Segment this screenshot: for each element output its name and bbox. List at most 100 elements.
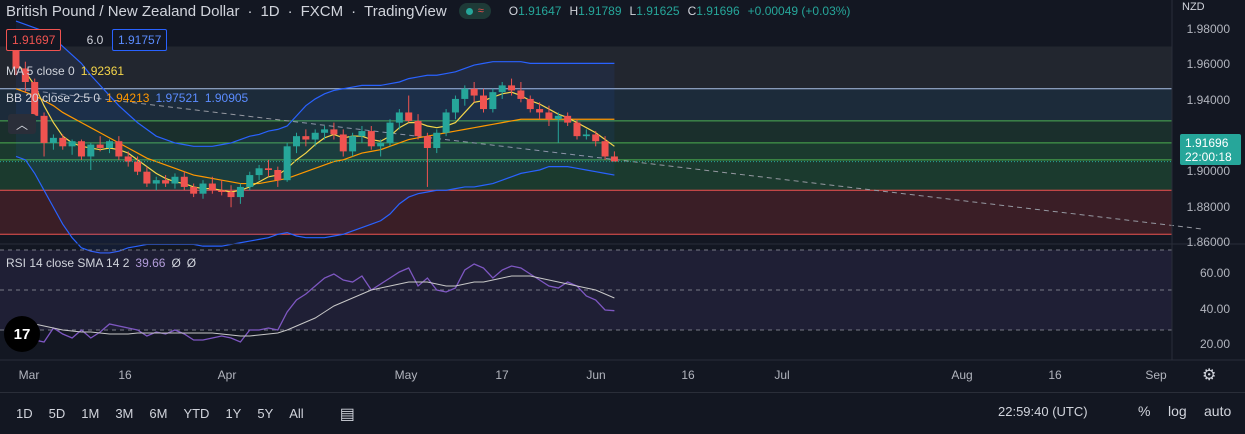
candle-body [87,144,95,157]
candle-body [218,190,226,192]
rsi-legend[interactable]: RSI 14 close SMA 14 2 39.66 Ø Ø [6,256,196,270]
price-axis-label: 1.94000 [1186,93,1230,107]
chart-canvas[interactable] [0,0,1245,392]
timeframe-ytd-button[interactable]: YTD [183,406,210,421]
candle-body [377,142,385,147]
percent-scale-button[interactable]: % [1138,403,1151,419]
candle-body [152,180,160,184]
candle-body [564,115,572,123]
bb-legend[interactable]: BB 20 close 2.5 0 1.94213 1.97521 1.9090… [6,91,248,105]
candle-body [405,112,413,121]
low-label: L [629,4,637,18]
time-axis-label: Jun [586,368,606,382]
collapse-legend-button[interactable]: ︿ [8,114,36,134]
time-axis-label: Sep [1145,368,1167,382]
close-value: 1.91696 [696,4,740,18]
rsi-extra-1: Ø [171,256,181,270]
price-zone [0,142,1172,191]
price-axis-label: 1.86000 [1186,235,1230,249]
candle-body [115,141,123,157]
time-axis-label: 16 [118,368,132,382]
candle-body [208,183,216,191]
candle-body [423,136,431,148]
current-price: 1.91696 [1185,135,1229,150]
candle-body [545,112,553,120]
platform-label: TradingView [364,2,447,20]
time-axis-label: 16 [681,368,695,382]
bb-basis-value: 1.94213 [106,91,150,105]
candle-body [96,144,104,148]
timeframe-5y-button[interactable]: 5Y [257,406,274,421]
candle-body [339,134,347,152]
high-label: H [569,4,579,18]
timeframe-1m-button[interactable]: 1M [81,406,100,421]
rsi-label: RSI 14 close SMA 14 2 [6,256,130,270]
candle-body [470,88,478,96]
time-axis-label: Mar [18,368,40,382]
timeframe-1y-button[interactable]: 1Y [225,406,242,421]
timeframe-5d-button[interactable]: 5D [48,406,66,421]
tradingview-logo-icon[interactable]: 17 [4,316,40,352]
ma-legend[interactable]: MA 5 close 0 1.92361 [6,64,124,78]
candle-body [451,98,459,113]
candle-body [190,186,198,194]
candle-body [395,112,403,123]
candle-body [592,134,600,142]
candle-body [236,186,244,198]
candle-body [367,131,375,147]
timeframe-all-button[interactable]: All [289,406,304,421]
interval-label[interactable]: 1D [260,2,280,20]
candle-body [536,109,544,113]
candle-body [283,146,291,181]
clock-timezone[interactable]: 22:59:40 (UTC) [998,404,1088,419]
timeframe-1d-button[interactable]: 1D [16,406,33,421]
candle-body [461,88,469,99]
price-zone [0,46,1172,89]
ma-value: 1.92361 [80,64,125,78]
candle-body [21,68,29,82]
date-range-calendar-icon[interactable]: ▤ [339,405,355,423]
ohlc-values: O1.91647 H1.91789 L1.91625 C1.91696 +0.0… [509,4,851,18]
chart-title-bar: British Pound / New Zealand Dollar · 1D … [6,2,850,20]
candle-body [433,132,441,148]
market-status-pill[interactable]: ≈ [458,3,491,19]
candle-body [246,175,254,187]
buy-button[interactable]: 1.91757 [112,29,168,51]
open-label: O [508,4,519,18]
candle-body [264,168,272,170]
candle-body [293,136,300,147]
candle-body [49,137,57,143]
rsi-extra-2: Ø [186,256,197,270]
candle-body [162,180,170,184]
candle-body [124,156,132,162]
candle-body [302,136,310,140]
candle-body [180,176,188,187]
candle-body [480,95,487,110]
candle-body [330,129,338,135]
time-axis-label: Aug [951,368,973,382]
candle-body [498,85,506,93]
candle-body [311,132,319,140]
rsi-line [15,263,615,343]
sell-button[interactable]: 1.91697 [6,29,62,51]
timeframe-3m-button[interactable]: 3M [115,406,134,421]
log-scale-button[interactable]: log [1168,403,1187,419]
low-value: 1.91625 [636,4,680,18]
rsi-axis-label: 20.00 [1199,337,1230,351]
timeframe-6m-button[interactable]: 6M [149,406,168,421]
settings-gear-icon[interactable]: ⚙ [1202,367,1217,384]
candle-body [349,136,357,152]
price-axis-label: 1.88000 [1186,200,1230,214]
price-axis-label: 1.90000 [1186,164,1230,178]
currency-label[interactable]: NZD [1182,1,1205,13]
auto-scale-button[interactable]: auto [1204,403,1232,419]
bollinger-upper-line [15,20,615,147]
ma-label: MA 5 close 0 [6,64,75,78]
bar-countdown: 22:00:18 [1185,149,1232,164]
rsi-value: 39.66 [135,256,166,270]
time-axis-label: 16 [1048,368,1062,382]
price-zone [0,190,1172,235]
rsi-sma-line [15,275,615,337]
symbol-title[interactable]: British Pound / New Zealand Dollar [6,2,240,20]
